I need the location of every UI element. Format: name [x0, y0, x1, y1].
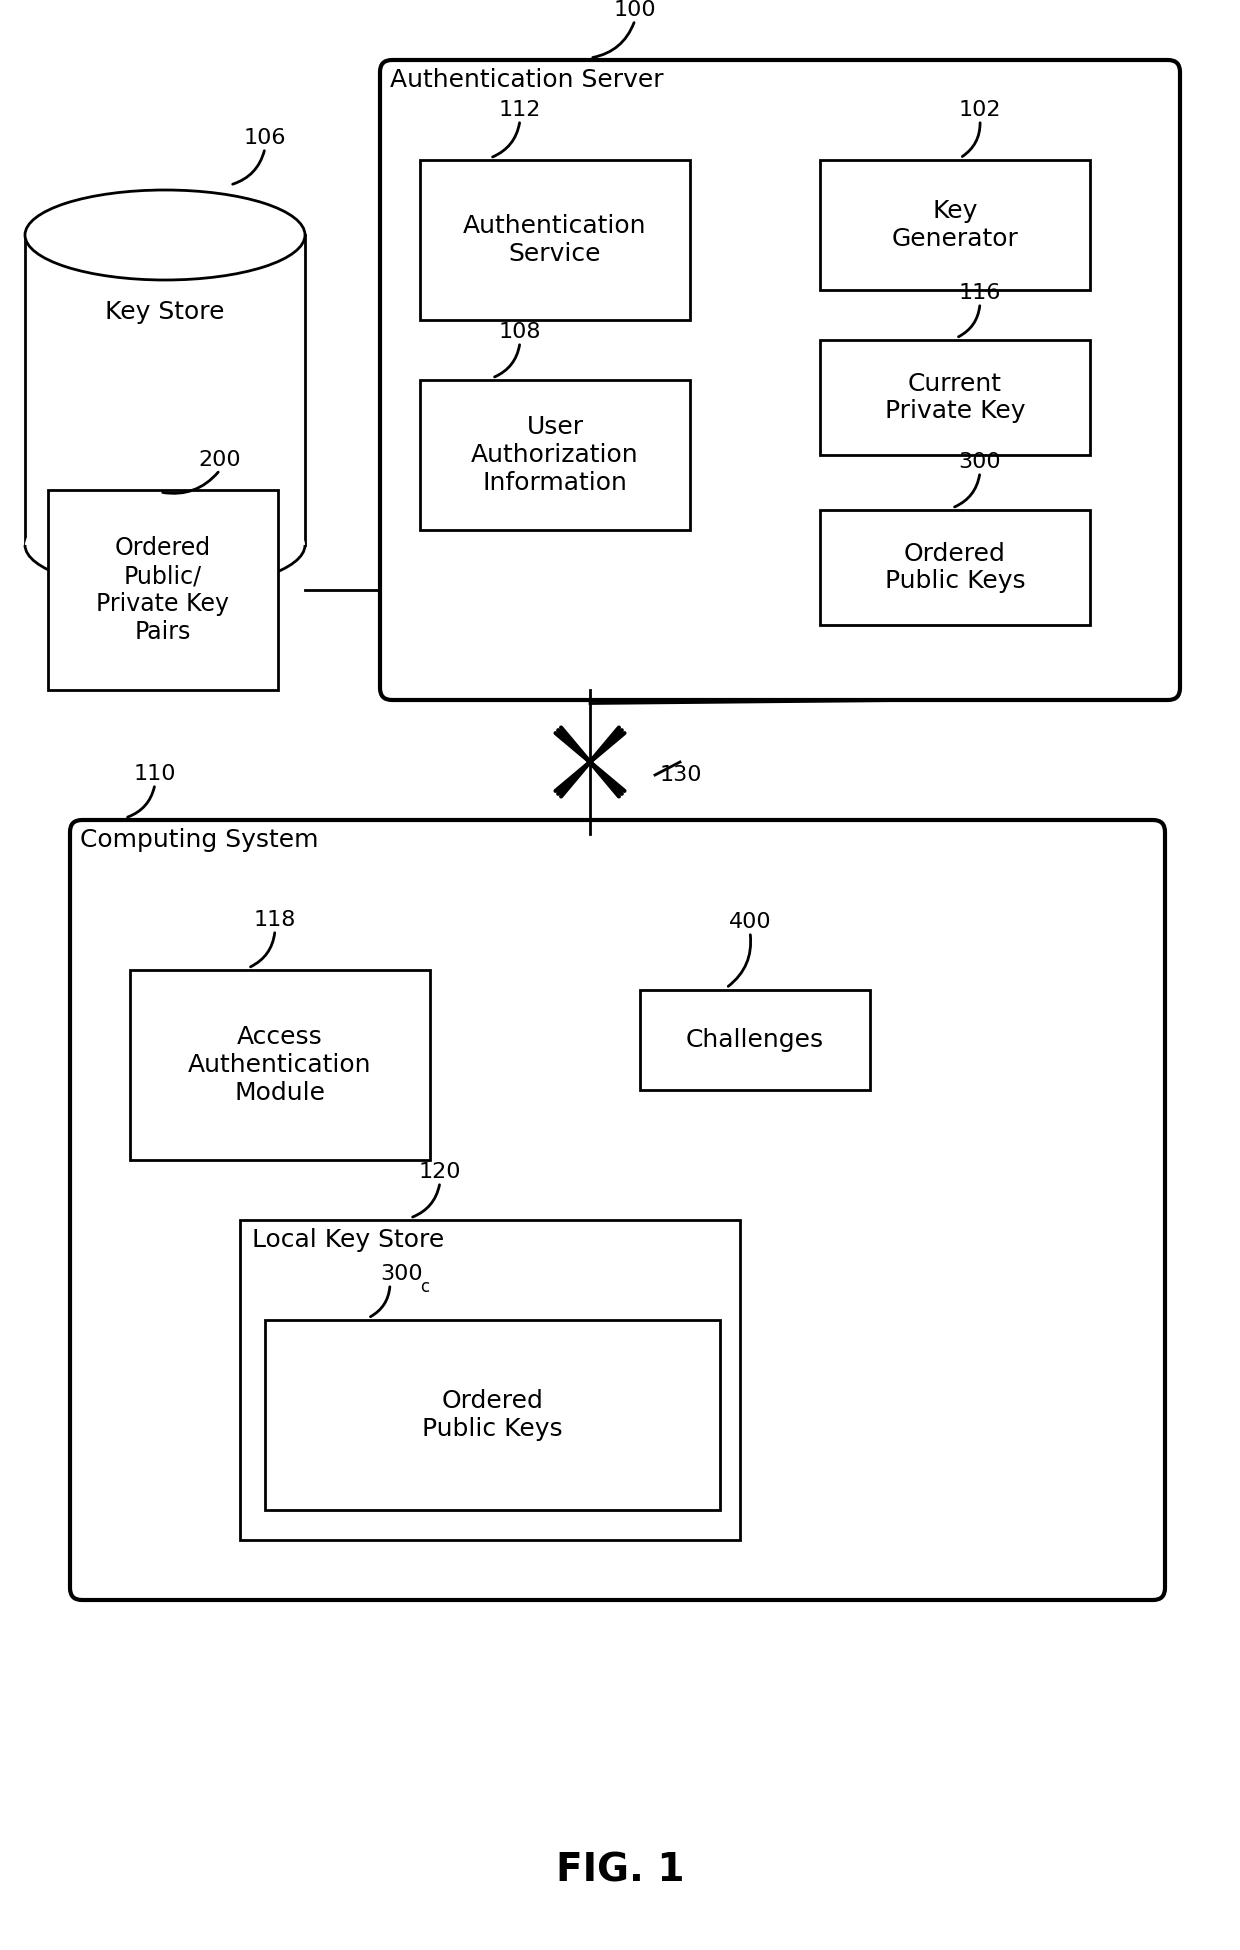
FancyBboxPatch shape [69, 821, 1166, 1601]
Text: 102: 102 [959, 99, 1001, 121]
Text: 106: 106 [244, 129, 286, 148]
Text: FIG. 1: FIG. 1 [556, 1851, 684, 1890]
Text: 108: 108 [498, 322, 541, 341]
Text: 300: 300 [379, 1264, 423, 1283]
Text: User
Authorization
Information: User Authorization Information [471, 415, 639, 495]
Bar [820, 160, 1090, 291]
Text: 300: 300 [959, 452, 1002, 472]
FancyBboxPatch shape [379, 60, 1180, 700]
Bar [420, 160, 689, 320]
Text: Ordered
Public Keys: Ordered Public Keys [884, 542, 1025, 593]
Text: Authentication Server: Authentication Server [391, 68, 663, 92]
Text: Computing System: Computing System [81, 829, 319, 852]
Text: Current
Private Key: Current Private Key [885, 372, 1025, 423]
Text: 110: 110 [134, 764, 176, 784]
Bar [820, 339, 1090, 454]
Bar [130, 969, 430, 1160]
Bar [48, 489, 278, 690]
Text: Local Key Store: Local Key Store [252, 1228, 444, 1252]
Text: Ordered
Public/
Private Key
Pairs: Ordered Public/ Private Key Pairs [97, 536, 229, 644]
Text: 118: 118 [254, 911, 296, 930]
Text: Ordered
Public Keys: Ordered Public Keys [422, 1388, 563, 1441]
Text: Key
Generator: Key Generator [892, 199, 1018, 252]
Bar [25, 236, 305, 544]
Text: 112: 112 [498, 99, 541, 121]
Text: 120: 120 [419, 1162, 461, 1182]
Bar [640, 991, 870, 1090]
Bar [241, 1221, 740, 1540]
Text: 130: 130 [660, 764, 703, 786]
Text: Challenges: Challenges [686, 1028, 825, 1051]
Text: 100: 100 [614, 0, 656, 20]
Bar [420, 380, 689, 530]
Ellipse shape [25, 189, 305, 281]
Text: 200: 200 [198, 450, 242, 470]
Text: c: c [420, 1277, 429, 1297]
Text: Access
Authentication
Module: Access Authentication Module [188, 1026, 372, 1106]
Bar [265, 1320, 720, 1509]
Text: 116: 116 [959, 283, 1001, 302]
Text: Authentication
Service: Authentication Service [464, 214, 647, 265]
Ellipse shape [25, 499, 305, 591]
Bar [820, 511, 1090, 626]
Text: 400: 400 [729, 913, 771, 932]
Text: Key Store: Key Store [105, 300, 224, 324]
